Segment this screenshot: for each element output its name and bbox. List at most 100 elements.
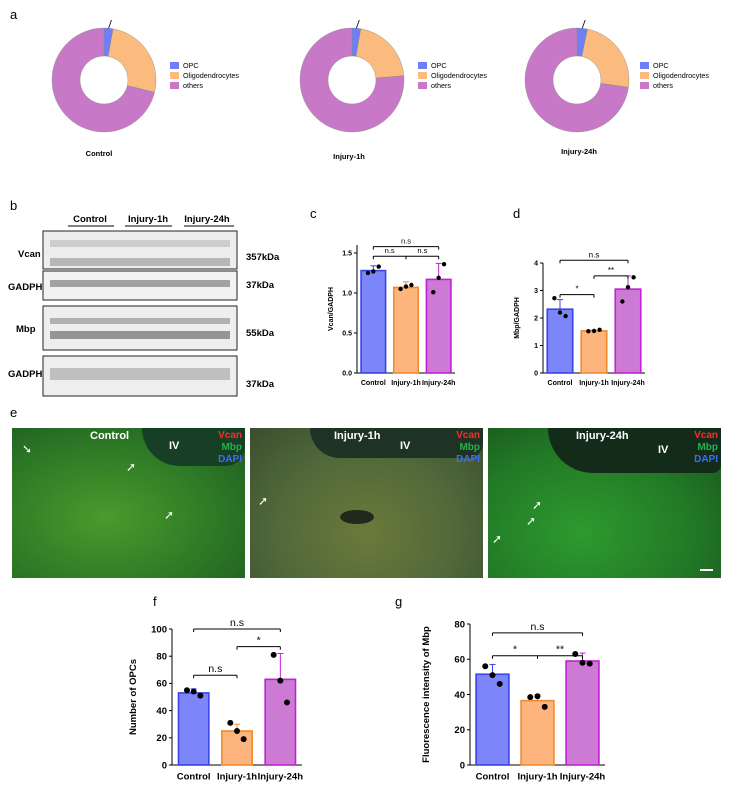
data-point: [496, 680, 503, 687]
micrograph-control: Control IV Vcan Mbp DAPI ➘ ➚ ➚: [12, 428, 245, 578]
data-point: [284, 699, 291, 706]
panel-label-g: g: [395, 594, 403, 609]
annotation-leader: [356, 20, 360, 29]
data-point: [625, 285, 631, 290]
arrow-icon: ➚: [258, 494, 269, 508]
legend-label: OPC: [183, 61, 199, 70]
significance-label: n.s: [417, 246, 427, 255]
lesion-region: [340, 510, 374, 524]
donut-slice-others: [299, 27, 405, 133]
significance-label: **: [556, 644, 564, 656]
legend-label: OPC: [653, 61, 669, 70]
legend-label: others: [183, 81, 203, 90]
y-tick-label: 0.0: [342, 370, 352, 377]
x-tick-label: Injury-1h: [391, 380, 421, 387]
blot-group-injury-1h: Injury-1h: [128, 214, 168, 225]
channel-dapi: DAPI: [456, 454, 480, 465]
y-tick-label: 60: [156, 679, 167, 690]
donut-slice-oligodendrocytes: [107, 28, 157, 93]
significance-label: n.s: [230, 617, 244, 629]
y-tick-label: 1.0: [342, 290, 352, 297]
significance-label: *: [257, 635, 261, 647]
arrow-icon: ➚: [526, 514, 537, 528]
micrograph-injury-24h: Injury-24h IV Vcan Mbp DAPI ➚ ➚ ➚: [488, 428, 721, 578]
scale-bar: [700, 569, 713, 571]
bar-chart-g: 0 20 40 60 80 Fluorescence intensity of Mbp Co…: [421, 619, 606, 783]
bar-control: [546, 308, 574, 374]
x-tick-label: Control: [177, 772, 211, 783]
data-point: [371, 269, 376, 274]
data-point: [534, 693, 541, 700]
blot-size-gadph-1: 37kDa: [246, 280, 275, 291]
x-tick-label: Control: [548, 380, 573, 387]
panel-label-e: e: [10, 405, 18, 420]
bar-chart-d: 0 1 2 3 4 Mbp/GADPH Control Injury-1h Injury-24h…: [514, 250, 645, 387]
data-point: [597, 327, 602, 333]
micrograph-title: Injury-24h: [576, 430, 629, 442]
bar-control: [360, 269, 387, 374]
bar-injury-1h: [392, 286, 420, 374]
data-point: [552, 296, 557, 301]
channel-vcan: Vcan: [694, 430, 718, 441]
legend-label: Oligodendrocytes: [183, 71, 239, 80]
channel-mbp: Mbp: [459, 442, 480, 453]
channel-vcan: Vcan: [456, 430, 480, 441]
data-point: [376, 264, 381, 269]
donut-title: Injury-24h: [561, 147, 597, 156]
blot-protein-mbp: Mbp: [16, 324, 36, 335]
significance-label: n.s: [530, 621, 544, 633]
annotation-leader: [108, 20, 112, 29]
western-blot-panel: Control Injury-1h Injury-24h Vcan 357kDa…: [8, 214, 280, 397]
bar-injury-1h: [221, 730, 253, 766]
legend-label: others: [653, 81, 673, 90]
legend-label: others: [431, 81, 451, 90]
y-tick-label: 40: [454, 690, 465, 701]
x-tick-label: Injury-1h: [217, 772, 257, 783]
data-point: [541, 703, 548, 710]
donut-title: Control: [86, 149, 113, 158]
legend-swatch: [418, 72, 427, 79]
micrograph-injury-1h: Injury-1h IV Vcan Mbp DAPI ➚: [250, 428, 483, 578]
bar-injury-24h: [614, 288, 642, 374]
blot-size-gadph-2: 37kDa: [246, 379, 275, 390]
y-tick-label: 100: [151, 624, 167, 635]
y-tick-label: 1.5: [342, 250, 352, 257]
data-point: [586, 660, 593, 667]
legend-swatch: [418, 62, 427, 69]
blot-protein-gadph-2: GADPH: [8, 369, 42, 380]
bar-control: [177, 692, 210, 766]
ventricle-region: [310, 428, 483, 458]
data-point: [234, 728, 240, 734]
y-axis-label: Fluorescence intensity of Mbp: [421, 626, 432, 763]
channel-vcan: Vcan: [218, 430, 242, 441]
data-point: [436, 275, 441, 280]
legend-swatch: [640, 72, 649, 79]
data-point: [631, 275, 636, 280]
channel-dapi: DAPI: [694, 454, 718, 465]
bar-chart-c: 0.0 0.5 1.0 1.5 Vcan/GADPH Control Injury-1h In…: [328, 237, 455, 387]
ventricle-region: [548, 428, 721, 473]
legend-swatch: [640, 62, 649, 69]
legend-swatch: [170, 82, 179, 89]
ventricle-label: IV: [658, 444, 669, 456]
data-point: [409, 282, 414, 288]
data-point: [591, 328, 597, 334]
donut-slice-others: [524, 27, 629, 133]
data-point: [586, 329, 591, 334]
annotation-leader: [581, 20, 586, 29]
legend-label: Oligodendrocytes: [431, 71, 487, 80]
legend-swatch: [170, 72, 179, 79]
channel-mbp: Mbp: [221, 442, 242, 453]
arrow-icon: ➚: [532, 498, 543, 512]
legend-label: OPC: [431, 61, 447, 70]
data-point: [563, 313, 568, 319]
donut-slice-oligodendrocytes: [355, 28, 405, 79]
data-point: [183, 687, 190, 694]
bar-injury-24h: [264, 678, 297, 766]
arrow-icon: ➚: [126, 460, 137, 474]
bar-injury-1h: [520, 699, 555, 766]
blot-group-headers: Control Injury-1h Injury-24h: [68, 214, 234, 227]
blot-band-gadph-2: [50, 368, 230, 380]
x-tick-label: Injury-24h: [560, 772, 606, 783]
y-tick-label: 4: [534, 260, 538, 267]
